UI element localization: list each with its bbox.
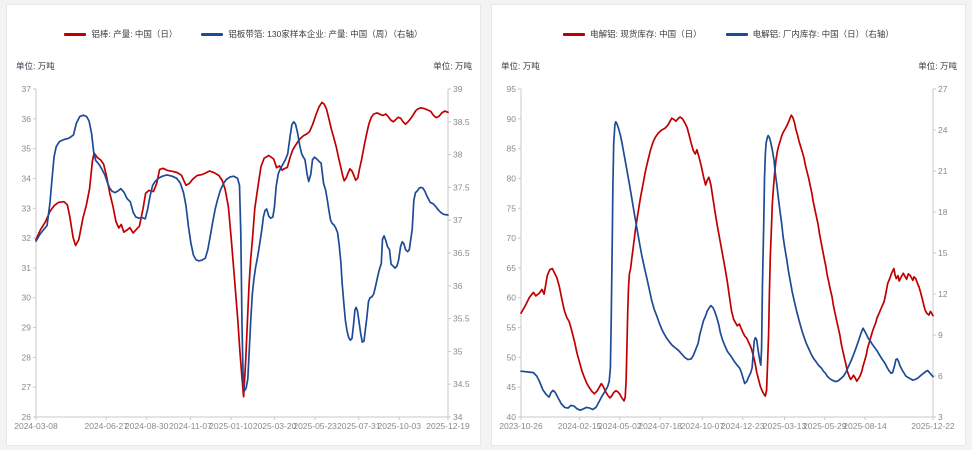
y-axis-tick-label: 90 <box>507 114 517 124</box>
y-axis-tick-label: 36.5 <box>453 248 470 258</box>
y-axis-tick-label: 38 <box>453 150 463 160</box>
x-axis-tick-label: 2024-06-27 <box>85 421 129 431</box>
y-axis-tick-label: 70 <box>507 233 517 243</box>
y-axis-tick-label: 30 <box>22 293 32 303</box>
y-axis-tick-label: 28 <box>22 352 32 362</box>
x-axis-tick-label: 2025-01-10 <box>209 421 253 431</box>
x-axis-tick-label: 2024-07-18 <box>638 421 682 431</box>
y-axis-tick-label: 12 <box>938 289 948 299</box>
x-axis-tick-label: 2025-05-23 <box>293 421 337 431</box>
x-axis-tick-label: 2025-08-14 <box>843 421 887 431</box>
y-axis-tick-label: 95 <box>507 84 517 94</box>
series-line-blue <box>35 114 449 392</box>
y-axis-tick-label: 27 <box>22 382 32 392</box>
y-axis-tick-label: 27 <box>938 84 948 94</box>
y-axis-tick-label: 35 <box>453 346 463 356</box>
legend: 电解铝: 现货库存: 中国（日） 电解铝: 厂内库存: 中国（日）（右轴） <box>492 28 965 40</box>
legend-item: 电解铝: 现货库存: 中国（日） <box>563 28 702 40</box>
axis-lines <box>520 89 934 418</box>
y-axis-tick-label: 39 <box>453 84 463 94</box>
y-axis-tick-label: 6 <box>938 371 943 381</box>
y-axis-tick-label: 34 <box>453 412 463 422</box>
y-axis-tick-label: 36 <box>453 281 463 291</box>
legend-swatch <box>201 32 224 36</box>
y-axis-tick-label: 75 <box>507 203 517 213</box>
chart-panel-electrolytic-aluminum-inventory: 电解铝: 现货库存: 中国（日） 电解铝: 厂内库存: 中国（日）（右轴） 单位:… <box>491 4 966 446</box>
chart-canvas: 37 36 35 34 33 32 31 30 29 28 27 26 39 38.5 38 37.5 37 36… <box>14 84 470 431</box>
x-axis-tick-label: 2024-11-07 <box>169 421 212 431</box>
y-axis-tick-label: 65 <box>507 263 517 273</box>
chart-panel-aluminum-bar-production: 铝棒: 产量: 中国（日） 铝板带箔: 130家样本企业: 产量: 中国（周）（右… <box>6 4 481 446</box>
y-axis-tick-label: 3 <box>938 412 943 422</box>
y-axis-tick-label: 38.5 <box>453 117 470 127</box>
y-axis-tick-label: 40 <box>507 412 517 422</box>
y-axis-tick-label: 60 <box>507 293 517 303</box>
y-axis-tick-label: 21 <box>938 166 948 176</box>
legend-swatch <box>563 32 586 36</box>
y-axis-tick-label: 55 <box>507 323 517 333</box>
x-axis-tick-label: 2025-12-22 <box>911 421 955 431</box>
legend-label: 电解铝: 厂内库存: 中国（日）（右轴） <box>752 29 894 39</box>
x-axis-tick-label: 2024-03-08 <box>14 421 58 431</box>
y-axis-tick-label: 37.5 <box>453 182 470 192</box>
y-axis-tick-label: 36 <box>22 114 32 124</box>
y-axis-tick-label: 35.5 <box>453 314 470 324</box>
y-axis-tick-label: 33 <box>22 203 32 213</box>
unit-label-right: 单位: 万吨 <box>433 61 472 71</box>
x-axis-tick-label: 2024-10-07 <box>681 421 725 431</box>
series-line-blue <box>520 120 934 412</box>
y-axis-tick-label: 50 <box>507 352 517 362</box>
unit-label-left: 单位: 万吨 <box>501 61 540 71</box>
y-axis-tick-label: 85 <box>507 144 517 154</box>
x-axis-tick-label: 2024-12-23 <box>721 421 765 431</box>
unit-label-right: 单位: 万吨 <box>918 61 957 71</box>
y-axis-tick-label: 9 <box>938 330 943 340</box>
y-axis-tick-label: 31 <box>22 263 32 273</box>
unit-label-left: 单位: 万吨 <box>16 61 55 71</box>
x-axis-tick-label: 2024-05-02 <box>598 421 642 431</box>
y-axis-tick-label: 32 <box>22 233 32 243</box>
x-axis-tick-label: 2024-08-30 <box>125 421 169 431</box>
y-axis-tick-label: 24 <box>938 125 948 135</box>
chart-canvas: 9590858075706560555045402724211815129632… <box>499 84 955 431</box>
y-axis-tick-label: 15 <box>938 248 948 258</box>
legend-label: 铝板带箔: 130家样本企业: 产量: 中国（周）（右轴） <box>228 29 423 39</box>
y-axis-tick-label: 18 <box>938 207 948 217</box>
y-axis-tick-label: 35 <box>22 144 32 154</box>
x-axis-tick-label: 2025-07-31 <box>337 421 381 431</box>
y-axis-tick-label: 45 <box>507 382 517 392</box>
legend: 铝棒: 产量: 中国（日） 铝板带箔: 130家样本企业: 产量: 中国（周）（右… <box>7 28 480 40</box>
x-axis-tick-label: 2025-03-13 <box>763 421 807 431</box>
y-axis-tick-label: 80 <box>507 173 517 183</box>
y-axis-tick-label: 34.5 <box>453 379 470 389</box>
y-axis-tick-label: 26 <box>22 412 32 422</box>
series-line-red <box>35 101 449 398</box>
y-axis-tick-label: 37 <box>22 84 32 94</box>
legend-item: 电解铝: 厂内库存: 中国（日）（右轴） <box>725 28 894 40</box>
legend-label: 电解铝: 现货库存: 中国（日） <box>590 29 702 39</box>
legend-item: 铝板带箔: 130家样本企业: 产量: 中国（周）（右轴） <box>201 28 423 40</box>
x-axis-tick-label: 2025-10-03 <box>378 421 422 431</box>
legend-swatch <box>64 32 87 36</box>
legend-item: 铝棒: 产量: 中国（日） <box>64 28 177 40</box>
y-axis-tick-label: 29 <box>22 323 32 333</box>
legend-label: 铝棒: 产量: 中国（日） <box>91 29 178 39</box>
x-axis-tick-label: 2025-05-29 <box>803 421 847 431</box>
x-axis-tick-label: 2025-03-20 <box>253 421 297 431</box>
x-axis-tick-label: 2023-10-26 <box>499 421 543 431</box>
series-line-red <box>520 114 934 402</box>
x-axis-tick-label: 2024-02-15 <box>558 421 602 431</box>
y-axis-tick-label: 34 <box>22 173 32 183</box>
legend-swatch <box>725 32 748 36</box>
x-axis-tick-label: 2025-12-19 <box>426 421 470 431</box>
y-axis-tick-label: 37 <box>453 215 463 225</box>
